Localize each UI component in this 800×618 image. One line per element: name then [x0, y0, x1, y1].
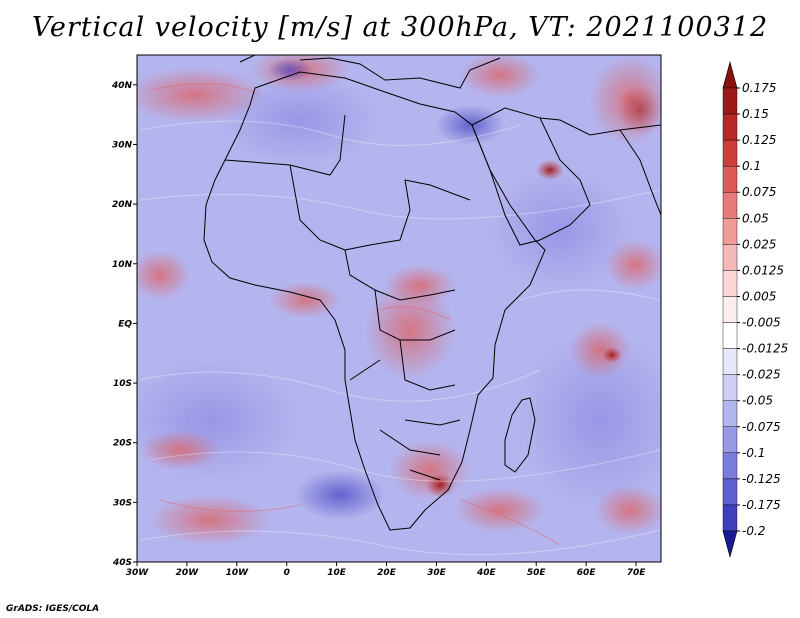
lon-tick-label: 30E	[427, 568, 447, 578]
lon-tick-label: 40E	[476, 568, 497, 578]
colorbar-label: 0.0125	[742, 263, 784, 277]
colorbar-segment	[722, 478, 738, 506]
colorbar-segment	[722, 374, 738, 401]
colorbar-segment	[722, 504, 738, 532]
colorbar-label: 0.075	[742, 185, 776, 199]
lat-tick-label: 20N	[112, 200, 133, 210]
lat-tick-label: 40N	[111, 81, 133, 91]
lon-tick-label: 10W	[226, 568, 250, 578]
colorbar-segment	[722, 87, 738, 115]
colorbar-label: -0.0125	[742, 342, 788, 356]
colorbar-segment	[722, 139, 738, 167]
lon-tick-label: 20W	[176, 568, 200, 578]
map-frame	[136, 54, 662, 563]
lon-tick-label: 70E	[627, 568, 647, 578]
lat-tick-label: 20S	[113, 439, 132, 449]
colorbar-label: -0.05	[742, 394, 773, 408]
longitude-axis: 30W 20W 10W 0 10E 20E 30E 40E 50E 60E 70E	[126, 562, 646, 578]
colorbar-label: 0.1	[742, 159, 761, 173]
lat-tick-label: 10N	[112, 260, 133, 270]
colorbar-segment	[722, 296, 738, 323]
colorbar-segment	[722, 452, 738, 480]
lon-tick-label: 10E	[327, 568, 347, 578]
colorbar-segment	[722, 322, 738, 349]
colorbar-top-arrow	[722, 60, 738, 89]
colorbar-segment	[722, 270, 738, 297]
colorbar-label: -0.075	[742, 420, 781, 434]
colorbar-label: -0.2	[742, 524, 765, 538]
colorbar-segment	[722, 192, 738, 219]
colorbar-bottom-arrow	[722, 530, 738, 559]
lat-tick-label: EQ	[118, 319, 132, 329]
lon-tick-label: 20E	[377, 568, 397, 578]
colorbar-segment	[722, 348, 738, 375]
colorbar-segment	[722, 218, 738, 245]
lat-tick-label: 30S	[113, 498, 132, 508]
colorbar-label: -0.1	[742, 446, 765, 460]
lon-tick-label: 0	[284, 568, 290, 578]
colorbar-segment	[722, 244, 738, 271]
colorbar-label: -0.125	[742, 472, 781, 486]
lat-tick-label: 40S	[112, 558, 132, 568]
colorbar-label: 0.005	[742, 289, 776, 303]
colorbar-label: -0.005	[742, 316, 781, 330]
colorbar-label: 0.175	[742, 81, 776, 95]
colorbar-label: 0.15	[742, 107, 769, 121]
lon-tick-label: 60E	[577, 568, 597, 578]
colorbar-segment	[722, 113, 738, 141]
lon-tick-label: 50E	[527, 568, 547, 578]
colorbar-label: -0.025	[742, 368, 781, 382]
vertical-velocity-field	[137, 55, 661, 562]
colorbar: 0.175 0.15 0.125 0.1 0.075 0.05 0.025 0.0125 0.0…	[722, 60, 788, 559]
lat-tick-label: 30N	[112, 140, 133, 150]
latitude-axis: 40N 30N 20N 10N EQ 10S 20S 30S 40S	[111, 81, 137, 568]
lon-tick-label: 30W	[126, 568, 150, 578]
colorbar-segment	[722, 165, 738, 193]
colorbar-label: 0.025	[742, 237, 776, 251]
colorbar-label: -0.175	[742, 498, 781, 512]
colorbar-segment	[722, 400, 738, 427]
colorbar-label: 0.05	[742, 211, 769, 225]
colorbar-segment	[722, 426, 738, 454]
grads-credit: GrADS: IGES/COLA	[6, 604, 100, 614]
coastlines	[203, 55, 661, 531]
colorbar-label: 0.125	[742, 133, 776, 147]
lat-tick-label: 10S	[113, 379, 132, 389]
map-title: Vertical velocity [m/s] at 300hPa, VT: 2…	[31, 12, 769, 43]
